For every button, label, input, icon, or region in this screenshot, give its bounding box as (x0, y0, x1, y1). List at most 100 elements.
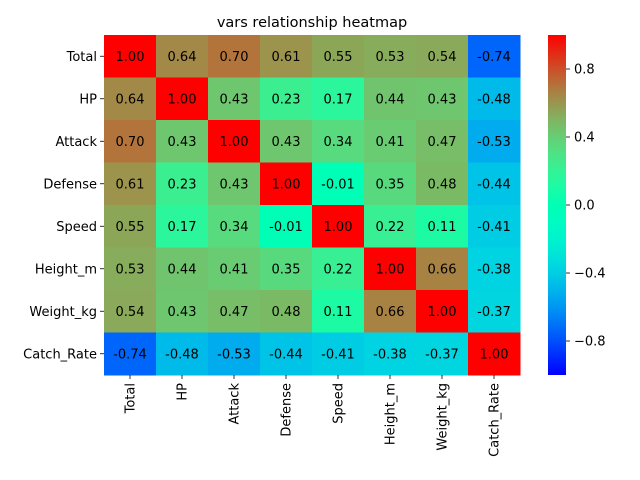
heatmap-cell (104, 290, 157, 333)
heatmap-cell (104, 332, 157, 376)
cell-value-label: 0.41 (376, 135, 405, 150)
heatmap-cell (468, 77, 521, 121)
colorbar-tick-label: 0.4 (574, 131, 595, 146)
cell-value-label: 1.00 (480, 347, 509, 362)
column-tick-label: Catch_Rate (488, 383, 503, 457)
heatmap-cell (364, 162, 417, 206)
heatmap-cells (104, 35, 521, 376)
heatmap-cell (312, 247, 365, 291)
column-tick-label: Total (124, 383, 139, 414)
colorbar-tick-label: −0.8 (574, 335, 606, 350)
cell-value-label: 1.00 (116, 50, 145, 65)
heatmap-cell (312, 77, 365, 121)
cell-value-label: 0.43 (220, 92, 249, 107)
chart-title: vars relationship heatmap (217, 15, 407, 31)
column-tick-labels: Total HP Attack Defense Speed Height_m Weight_… (124, 375, 503, 457)
cell-value-label: 0.43 (428, 92, 457, 107)
cell-value-label: 0.22 (324, 262, 353, 277)
heatmap-cell (416, 77, 469, 121)
cell-value-label: 0.47 (428, 135, 457, 150)
cell-value-label: -0.74 (477, 50, 511, 65)
colorbar-tick-label: 0.8 (574, 63, 595, 78)
cell-value-label: 0.34 (220, 220, 249, 235)
cell-value-label: 0.35 (272, 262, 301, 277)
heatmap-cell (364, 77, 417, 121)
cell-value-label: 0.11 (324, 305, 353, 320)
cell-value-label: 1.00 (324, 220, 353, 235)
cell-value-label: -0.37 (425, 347, 459, 362)
cell-value-label: 1.00 (272, 177, 301, 192)
heatmap-cell (468, 35, 521, 78)
cell-value-label: 0.61 (116, 177, 145, 192)
cell-value-label: 0.61 (272, 50, 301, 65)
heatmap-cell (260, 247, 313, 291)
heatmap-cell (104, 162, 157, 206)
heatmap-cell (104, 35, 157, 78)
heatmap-cell (260, 290, 313, 333)
heatmap-cell (104, 77, 157, 121)
column-tick-label: Attack (228, 383, 243, 425)
heatmap-cell (260, 77, 313, 121)
cell-value-label: 0.66 (376, 305, 405, 320)
cell-value-label: 0.44 (168, 262, 197, 277)
heatmap-cell (156, 205, 209, 248)
row-tick-labels: Total HP Attack Defense Speed Height_m Weight_… (23, 50, 104, 362)
cell-value-label: -0.44 (269, 347, 303, 362)
cell-value-label: 0.43 (168, 135, 197, 150)
heatmap-cell (364, 205, 417, 248)
heatmap-cell (416, 332, 469, 376)
row-tick-label: Total (66, 50, 97, 65)
colorbar-tick-label: −0.4 (574, 267, 606, 282)
cell-value-label: -0.38 (373, 347, 407, 362)
cell-value-label: 0.66 (428, 262, 457, 277)
heatmap-cell (208, 35, 261, 78)
row-tick-label: Catch_Rate (23, 347, 97, 362)
cell-value-label: -0.01 (269, 220, 303, 235)
heatmap-cell (260, 332, 313, 376)
heatmap-cell (364, 35, 417, 78)
heatmap-cell (208, 290, 261, 333)
colorbar-tick-label: 0.0 (574, 199, 595, 214)
cell-value-label: -0.44 (477, 177, 511, 192)
heatmap-cell (468, 332, 521, 376)
cell-value-label: -0.53 (217, 347, 251, 362)
heatmap-cell (312, 35, 365, 78)
column-tick-label: Height_m (384, 383, 399, 445)
heatmap-cell (156, 77, 209, 121)
row-tick-label: Speed (56, 220, 97, 235)
cell-value-label: 0.17 (324, 92, 353, 107)
heatmap-cell (156, 290, 209, 333)
cell-value-label: -0.74 (113, 347, 147, 362)
cell-value-label: 0.64 (116, 92, 145, 107)
column-tick-label: Speed (332, 383, 347, 424)
heatmap-cell (156, 120, 209, 163)
cell-value-label: 1.00 (428, 305, 457, 320)
cell-value-label: 0.55 (324, 50, 353, 65)
cell-value-label: 0.70 (220, 50, 249, 65)
heatmap-cell (416, 290, 469, 333)
cell-value-label: -0.38 (477, 262, 511, 277)
heatmap-cell (260, 35, 313, 78)
row-tick-label: Weight_kg (29, 305, 97, 320)
cell-value-label: 0.53 (376, 50, 405, 65)
heatmap-cell (156, 35, 209, 78)
heatmap-cell (416, 247, 469, 291)
heatmap-cell (208, 77, 261, 121)
column-tick-label: Weight_kg (436, 383, 451, 451)
heatmap-cell (364, 290, 417, 333)
cell-value-label: -0.01 (321, 177, 355, 192)
heatmap-cell (416, 120, 469, 163)
cell-value-label: 0.11 (428, 220, 457, 235)
heatmap-cell (416, 205, 469, 248)
cell-value-label: -0.37 (477, 305, 511, 320)
cell-value-label: 0.23 (272, 92, 301, 107)
row-tick-label: Height_m (35, 262, 97, 277)
cell-value-label: 0.64 (168, 50, 197, 65)
heatmap-cell (468, 120, 521, 163)
cell-value-label: -0.53 (477, 135, 511, 150)
heatmap-cell (208, 247, 261, 291)
cell-value-label: 0.54 (116, 305, 145, 320)
heatmap-cell (156, 247, 209, 291)
cell-value-label: 0.35 (376, 177, 405, 192)
